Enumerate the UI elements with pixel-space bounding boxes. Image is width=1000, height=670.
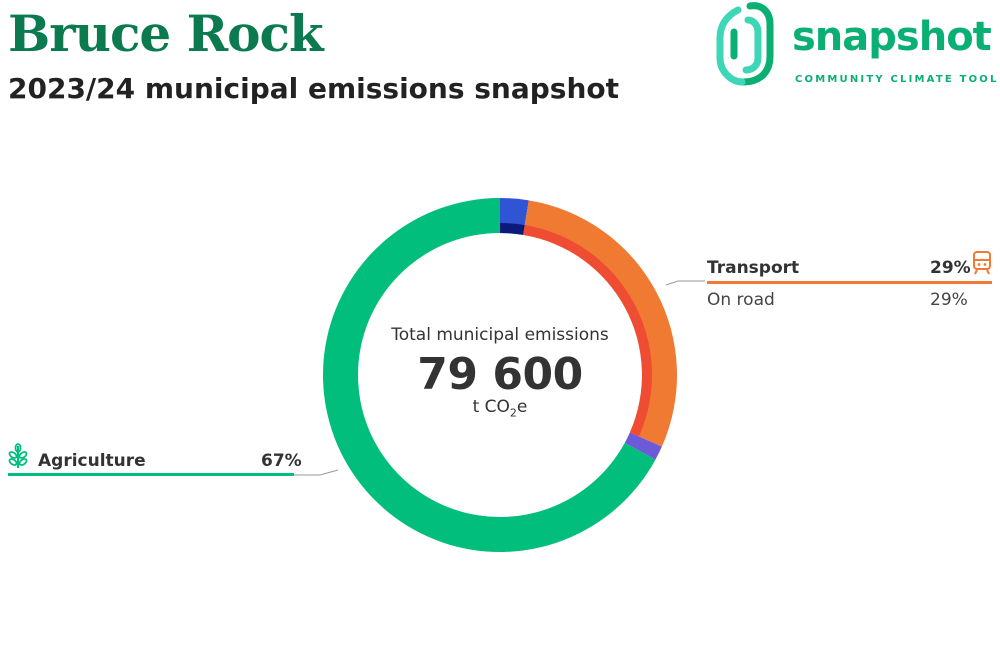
page-subtitle: 2023/24 municipal emissions snapshot	[8, 72, 620, 105]
inner-ring	[500, 223, 653, 437]
on-road-label: On road	[707, 290, 775, 310]
logo-wordmark: snapshot	[792, 14, 992, 60]
outer-slice-transport	[523, 200, 677, 447]
agriculture-label: Agriculture	[38, 451, 146, 471]
transport-leader-line	[665, 280, 705, 286]
transport-underline	[707, 281, 992, 284]
agriculture-percent: 67%	[261, 451, 302, 471]
inner-slice-on-road	[523, 225, 653, 437]
unit-suffix: e	[516, 397, 528, 417]
total-value: 79 600	[417, 349, 583, 400]
agriculture-underline	[8, 473, 294, 476]
page-title: Bruce Rock	[8, 4, 324, 63]
on-road-percent: 29%	[930, 290, 968, 310]
outer-slice-waste	[624, 432, 662, 460]
snapshot-logo: snapshot COMMUNITY CLIMATE TOOL	[712, 0, 1000, 92]
inner-slice-stationary-energy	[500, 223, 525, 235]
unit-subscript: 2	[509, 406, 517, 420]
snapshot-fingerprint-icon	[716, 2, 774, 86]
transport-percent: 29%	[930, 258, 971, 278]
unit-prefix: t CO	[472, 397, 510, 417]
train-icon	[973, 251, 991, 275]
sprout-icon	[8, 443, 28, 468]
donut-center: Total municipal emissions 79 600 t CO2e	[380, 325, 620, 419]
total-unit: t CO2e	[380, 397, 620, 419]
logo-tagline: COMMUNITY CLIMATE TOOL	[795, 74, 999, 85]
total-label: Total municipal emissions	[391, 325, 609, 345]
transport-label: Transport	[707, 258, 800, 278]
agriculture-leader-line	[294, 469, 339, 476]
